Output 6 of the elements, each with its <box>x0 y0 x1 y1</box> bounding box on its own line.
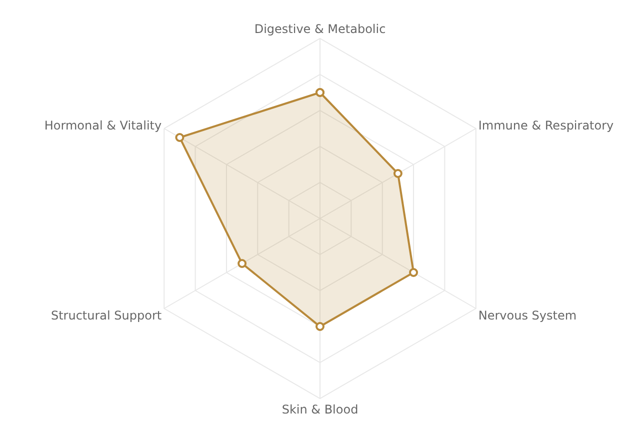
spoke-label: Hormonal & Vitality <box>44 118 162 132</box>
spoke-label: Structural Support <box>50 308 162 323</box>
spoke-label: Nervous System <box>478 308 577 323</box>
spoke-label: Skin & Blood <box>282 402 358 416</box>
spoke-label: Digestive & Metabolic <box>254 22 386 36</box>
spoke-label: Immune & Respiratory <box>478 118 614 132</box>
